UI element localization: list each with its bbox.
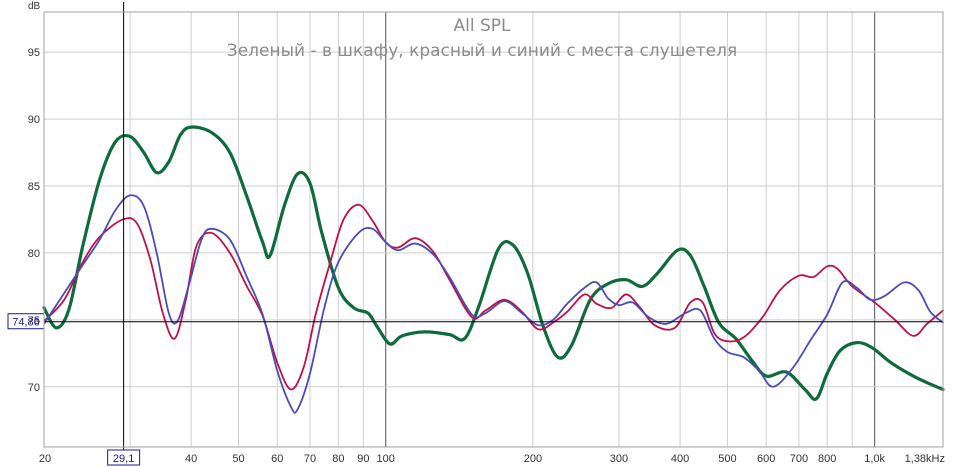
- x-tick-label: 70: [304, 453, 316, 465]
- chart-title: All SPL: [454, 16, 512, 36]
- y-tick-label: 75: [28, 315, 40, 327]
- x-tick-labels: 20 40 50 60 70 80 90 100 200 300 400 500 600 700 800 1,…: [39, 453, 945, 465]
- x-tick-label: 40: [185, 453, 197, 465]
- chart-subtitle: Зеленый - в шкафу, красный и синий с мес…: [227, 41, 737, 61]
- x-tick-label: 500: [718, 453, 736, 465]
- series-line-1: [42, 125, 945, 401]
- x-tick-label: 90: [357, 453, 369, 465]
- x-tick-label: 300: [610, 453, 628, 465]
- x-tick-label: 100: [377, 453, 395, 465]
- y-grid-lines: [44, 51, 943, 388]
- series-line-3: [43, 194, 944, 414]
- x-tick-label: 800: [818, 453, 836, 465]
- x-tick-label: 700: [790, 453, 808, 465]
- x-tick-label: 600: [757, 453, 775, 465]
- x-tick-label: 50: [232, 453, 244, 465]
- y-tick-label: 80: [28, 248, 40, 260]
- x-tick-label: 60: [271, 453, 283, 465]
- x-tick-label: 20: [39, 453, 51, 465]
- x-tick-label: 200: [524, 453, 542, 465]
- x-tick-label: 1,0k: [864, 453, 885, 465]
- cursor-layer: 29,1 74,86: [7, 2, 943, 466]
- x-tick-label: 400: [671, 453, 689, 465]
- cursor-x-readout: 29,1: [113, 453, 134, 465]
- cursor-y-readout: 74,86: [12, 317, 40, 329]
- cursor-x-readout-box: [107, 449, 141, 466]
- plot-frame: [43, 11, 944, 448]
- y-axis-unit: dB: [28, 1, 41, 12]
- series-line-2: [43, 203, 944, 391]
- x-tick-label: 1,38kHz: [905, 453, 945, 465]
- y-tick-label: 90: [28, 114, 40, 126]
- y-tick-label: 70: [28, 382, 40, 394]
- x-tick-label: 80: [332, 453, 344, 465]
- y-tick-label: 95: [28, 47, 40, 59]
- y-tick-label: 85: [28, 181, 40, 193]
- y-tick-labels: 70 75 80 85 90 95: [28, 47, 40, 394]
- series-layer: [42, 125, 945, 414]
